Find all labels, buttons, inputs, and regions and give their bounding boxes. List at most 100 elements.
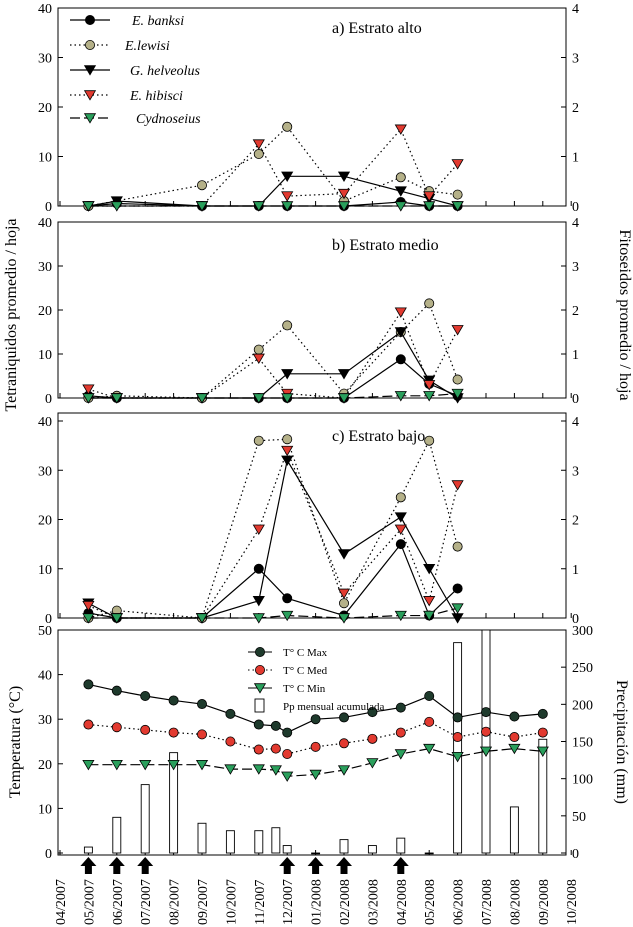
panel-2-series-e-banksi-point	[395, 354, 406, 365]
panel-1-y2tick-label: 0	[572, 200, 579, 215]
precip-bar	[140, 784, 150, 854]
panel-3-series-e-lewisi-point	[282, 434, 293, 445]
panel-1-series-cydnoseius-point	[423, 201, 436, 212]
panel-1-series-e-hibisci-point	[394, 124, 407, 135]
legend-marker	[83, 65, 97, 76]
panel-3-series-e-hibisci-line	[88, 448, 459, 619]
panel-3-series-e-banksi-point	[395, 539, 406, 550]
panel-frames	[57, 7, 572, 856]
panel-4-series-t-c-min-point	[252, 764, 265, 775]
xtick-label: 09/2007	[196, 879, 211, 925]
xtick-label: 08/2007	[168, 879, 183, 925]
application-arrow-icon	[307, 857, 324, 874]
application-arrow-icon	[279, 857, 296, 874]
panel-4-series-t-c-max-point	[140, 691, 151, 702]
panel-4-series-t-c-med-point	[537, 727, 548, 738]
chart-marks	[70, 14, 549, 874]
panel-3-series-e-hibisci-point	[423, 596, 436, 607]
panel-4-series-t-c-max-point	[537, 708, 548, 719]
panel-2-series-e-lewisi-point	[253, 344, 264, 355]
panel-3-frame	[57, 412, 567, 619]
panel-4-y2tick-label: 50	[572, 810, 586, 825]
panel-4-series-t-c-med-point	[452, 732, 463, 743]
panel-1-ytick-label: 20	[38, 101, 52, 116]
panel-1-series-g-helveolus-point	[281, 171, 294, 182]
panel-2-series-cydnoseius-point	[82, 393, 95, 404]
panel-2-series-e-lewisi-point	[282, 320, 293, 331]
panel-2-series-e-hibisci-line	[88, 310, 459, 399]
panel-2-series-e-hibisci-point	[423, 380, 436, 391]
panel-4-y2tick-label: 0	[572, 847, 579, 862]
legend2-marker	[253, 683, 267, 694]
panel-2-series-cydnoseius-point	[110, 393, 123, 404]
xtick-label: 07/2007	[139, 879, 154, 925]
panel-3-series-e-lewisi-point	[395, 492, 406, 503]
panel-3-series-g-helveolus-point	[337, 549, 351, 560]
panel-3-series-e-hibisci-point	[252, 524, 265, 535]
legend-label: G. helveolus	[130, 64, 201, 79]
panel-1-y2tick-label: 4	[572, 2, 579, 17]
panel-3-series-e-lewisi-point	[253, 435, 264, 446]
precip-bar	[396, 837, 406, 854]
panel-4-series-t-c-min-line	[88, 748, 543, 777]
application-arrow-icon	[336, 857, 352, 874]
panel-3-ytick-label: 10	[38, 563, 52, 578]
panel-3-y2tick-label: 0	[572, 612, 579, 627]
panel-3-series-e-lewisi-point	[424, 435, 435, 446]
panel-4-series-t-c-med-point	[111, 722, 122, 733]
legend2-label: T° C Max	[283, 647, 328, 659]
precip-bar	[367, 845, 377, 854]
panel-4-frame	[57, 629, 567, 856]
panel-4-ytick-label: 0	[45, 847, 52, 862]
panel-1-series-e-hibisci-point	[451, 159, 464, 170]
panel-4-series-t-c-med-point	[83, 719, 94, 730]
xtick-label: 05/2007	[82, 879, 97, 925]
xtick-label: 11/2007	[253, 880, 268, 925]
panel-4-series-t-c-max-point	[395, 702, 406, 713]
panel-1-ytick-label: 30	[38, 52, 52, 67]
legend-marker	[83, 113, 97, 124]
panel-4-series-t-c-max-point	[480, 707, 491, 718]
panel-4-series-t-c-min-point	[394, 749, 407, 760]
panel-3-series-cydnoseius-point	[195, 613, 209, 624]
panel-2-ytick-label: 20	[38, 304, 52, 319]
precip-bar	[481, 629, 491, 854]
xtick-label: 03/2008	[366, 879, 381, 925]
panel-1-ytick-label: 0	[45, 200, 52, 215]
panel-4-series-t-c-min-point	[110, 759, 123, 771]
panel-2-series-cydnoseius-point	[451, 388, 464, 400]
panel-4-series-t-c-max-point	[196, 699, 207, 710]
legend-label: E.lewisi	[124, 39, 170, 54]
panel-1-series-e-hibisci-point	[281, 191, 294, 202]
panel-4-series-t-c-med-point	[367, 733, 378, 744]
application-arrow-icon	[108, 857, 125, 874]
precip-bar	[311, 852, 321, 855]
panel-3-series-e-hibisci-point	[394, 524, 407, 535]
panel-4-ytick-label: 40	[38, 669, 52, 684]
xtick-label: 02/2008	[338, 879, 353, 925]
panel-3-series-cydnoseius-point	[252, 613, 265, 624]
application-arrow-icon	[392, 857, 409, 874]
panel-3-series-cydnoseius-point	[337, 613, 351, 624]
panel-1-series-g-helveolus-point	[337, 171, 351, 182]
legend-label: E. banksi	[131, 14, 184, 29]
panel-4-series-t-c-min-point	[139, 759, 152, 771]
panel-1-series-e-hibisci-point	[423, 191, 436, 202]
panel-4-series-t-c-max-point	[424, 691, 435, 702]
panel-4-series-t-c-min-point	[82, 759, 95, 771]
panel-2-series-e-lewisi-point	[452, 374, 463, 385]
panel-3-ytick-label: 30	[38, 464, 52, 479]
panel-3-series-e-lewisi-point	[452, 541, 463, 552]
xtick-label: 09/2008	[537, 879, 552, 925]
panel-1-series-cydnoseius-point	[451, 201, 464, 212]
precip-bar	[339, 839, 349, 854]
panel-4-series-t-c-med-point	[253, 744, 264, 755]
xtick-label: 05/2008	[423, 879, 438, 925]
panel-2-y2tick-label: 4	[572, 216, 579, 231]
panel-2-series-g-helveolus-point	[281, 369, 294, 380]
panel-3-series-cydnoseius-point	[82, 613, 95, 624]
panel-2-series-e-lewisi-point	[424, 298, 435, 309]
panel-1-series-e-hibisci-point	[337, 188, 351, 200]
panel-4-series-t-c-med-point	[395, 727, 406, 738]
ylabel-precipitation: Precipitación (mm)	[613, 680, 630, 804]
